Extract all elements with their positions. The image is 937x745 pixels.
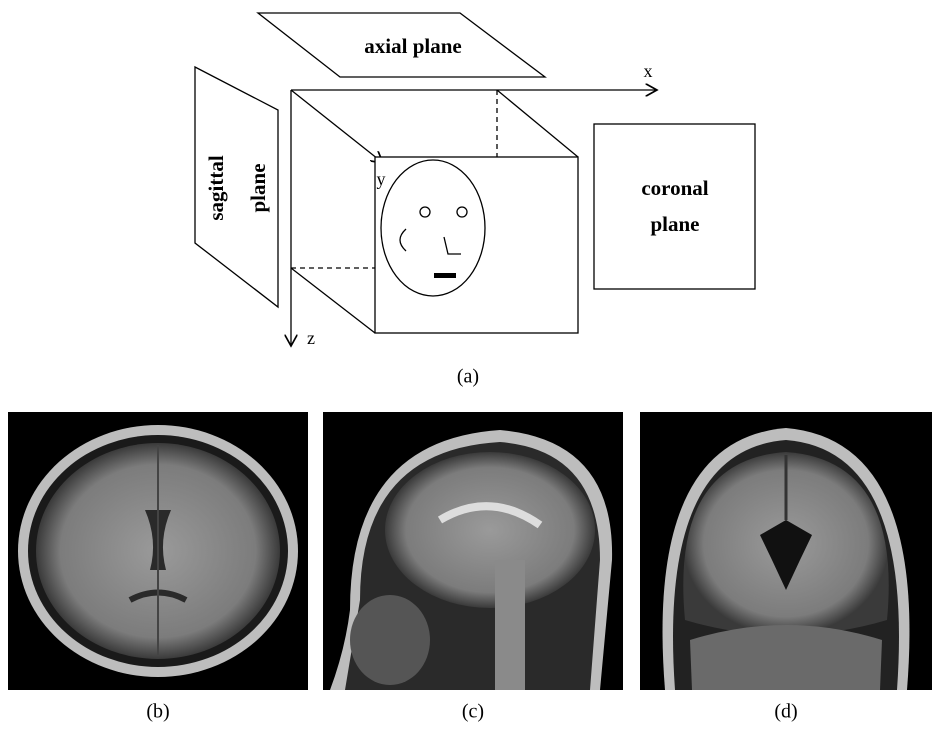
coronal-plane: [594, 124, 755, 289]
coronal-label: coronal: [641, 176, 708, 200]
z-label: z: [307, 328, 315, 348]
caption: (c): [462, 701, 484, 723]
mri-axial: [8, 412, 308, 690]
caption: (b): [146, 701, 169, 723]
sagittal-label: plane: [246, 163, 270, 212]
x-label: x: [644, 61, 653, 81]
axial-label: axial plane: [364, 34, 461, 58]
y-axis: [291, 90, 383, 163]
y-label: y: [377, 169, 386, 189]
coronal-label: plane: [650, 212, 699, 236]
sagittal-label: sagittal: [204, 155, 228, 220]
cube: [291, 90, 657, 346]
mri-coronal: [640, 412, 932, 690]
mri-sagittal: [323, 412, 623, 690]
figure: axial plane sagittal plane coronal plane…: [0, 0, 937, 745]
caption: (d): [774, 701, 797, 723]
front-face: [375, 157, 578, 333]
edge: [291, 268, 375, 333]
diagram-a: axial plane sagittal plane coronal plane…: [195, 13, 755, 388]
caption: (a): [457, 366, 479, 388]
edge: [497, 90, 578, 157]
